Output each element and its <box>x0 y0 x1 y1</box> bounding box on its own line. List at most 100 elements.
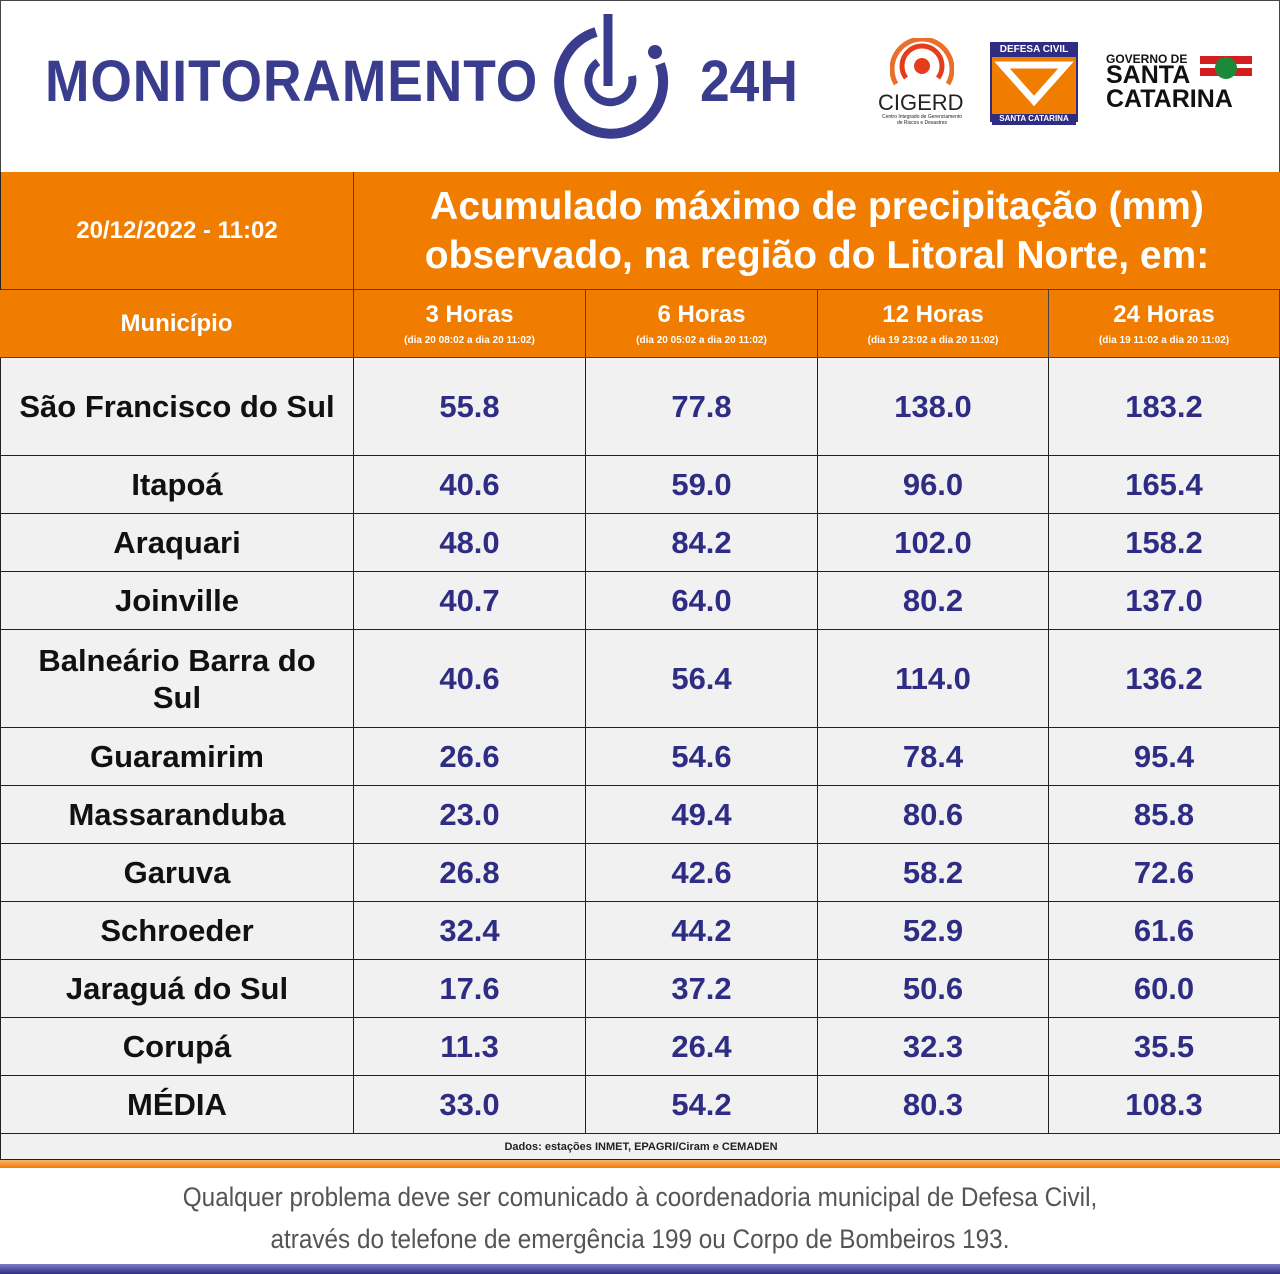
cell-value: 26.6 <box>439 738 500 774</box>
cell-value: 11.3 <box>440 1028 499 1064</box>
table-cell: Jaraguá do Sul <box>1 960 354 1018</box>
cell-value: 23.0 <box>439 796 500 832</box>
table-cell: 58.2 <box>818 844 1049 902</box>
municipality: Jaraguá do Sul <box>65 971 289 1006</box>
column-header: 3 Horas (dia 20 08:02 a dia 20 11:02) <box>354 290 586 358</box>
table-cell: 85.8 <box>1049 786 1280 844</box>
cigerd-sub: Centro Integrado de Gerenciamento de Ris… <box>881 114 963 126</box>
municipality: Garuva <box>123 855 231 890</box>
table-cell: 42.6 <box>586 844 818 902</box>
gov-flag <box>1200 56 1252 79</box>
table-cell: 40.6 <box>354 630 586 728</box>
cell-value: 42.6 <box>671 854 732 890</box>
municipality: Massaranduba <box>68 797 286 832</box>
table-cell: 77.8 <box>586 358 818 456</box>
table-cell: 26.8 <box>354 844 586 902</box>
column-header: Município <box>0 290 354 358</box>
table-cell: 23.0 <box>354 786 586 844</box>
table-cell: 136.2 <box>1049 630 1280 728</box>
datetime-cell: 20/12/2022 - 11:02 <box>1 172 354 290</box>
cell-value: 84.2 <box>671 524 732 560</box>
table-cell: 11.3 <box>354 1018 586 1076</box>
column-sub: (dia 20 05:02 a dia 20 11:02) <box>636 335 767 346</box>
cell-value: 85.8 <box>1133 796 1195 832</box>
table-cell: 56.4 <box>586 630 818 728</box>
source-cell: Dados: estações INMET, EPAGRI/Ciram e CE… <box>1 1134 1280 1160</box>
source: Dados: estações INMET, EPAGRI/Ciram e CE… <box>504 1140 778 1153</box>
cell-value: 165.4 <box>1125 466 1203 502</box>
table-cell: 35.5 <box>1049 1018 1280 1076</box>
datetime: 20/12/2022 - 11:02 <box>76 216 278 244</box>
municipality: Balneário Barra do Sul <box>38 642 316 715</box>
table-cell: 17.6 <box>354 960 586 1018</box>
cell-value: 17.6 <box>439 970 500 1006</box>
cell-value: 52.9 <box>902 912 964 948</box>
column-label: Município <box>120 309 233 337</box>
column-sub: (dia 19 23:02 a dia 20 11:02) <box>867 335 999 346</box>
table-cell: 54.6 <box>586 728 818 786</box>
municipality: Schroeder <box>100 913 254 948</box>
table-cell: Guaramirim <box>1 728 354 786</box>
cell-value: 137.0 <box>1125 582 1203 618</box>
cell-value: 54.6 <box>671 738 732 774</box>
cell-value: 44.2 <box>671 912 732 948</box>
gov-line1: SANTA <box>1106 61 1191 89</box>
table-cell: 32.4 <box>354 902 586 960</box>
cell-value: 78.4 <box>902 738 964 774</box>
table-cell: 52.9 <box>818 902 1049 960</box>
cell-value: 40.7 <box>439 582 500 618</box>
cell-value: 183.2 <box>1125 388 1203 424</box>
table-title-line: observado, na região do Litoral Norte, e… <box>424 233 1210 277</box>
gov-top: GOVERNO DE <box>1106 52 1188 66</box>
table-cell: 26.4 <box>586 1018 818 1076</box>
table-title-line: Acumulado máximo de precipitação (mm) <box>430 184 1204 228</box>
table-cell: Itapoá <box>1 456 354 514</box>
title-cell: Acumulado máximo de precipitação (mm) obs… <box>354 172 1280 290</box>
municipality: Araquari <box>113 525 241 560</box>
cell-value: 64.0 <box>671 582 732 618</box>
table-cell: 96.0 <box>818 456 1049 514</box>
brand-suffix: 24H <box>700 49 798 114</box>
table-cell: 32.3 <box>818 1018 1049 1076</box>
cell-value: 72.6 <box>1133 854 1195 890</box>
table-cell: 80.6 <box>818 786 1049 844</box>
footer-line: através do telefone de emergência 199 ou… <box>270 1224 1010 1254</box>
cell-value: 95.4 <box>1133 738 1195 774</box>
table-cell: 158.2 <box>1049 514 1280 572</box>
cell-value: 48.0 <box>439 524 500 560</box>
cell-value: 80.3 <box>902 1086 964 1122</box>
cigerd-label: CIGERD <box>878 90 964 115</box>
table-cell: Massaranduba <box>1 786 354 844</box>
defesa-icon <box>994 61 1074 107</box>
cell-value: 60.0 <box>1133 970 1195 1006</box>
table-cell: 78.4 <box>818 728 1049 786</box>
table-cell: MÉDIA <box>1 1076 354 1134</box>
column-label: 6 Horas <box>657 301 746 328</box>
column-header: 12 Horas (dia 19 23:02 a dia 20 11:02) <box>818 290 1049 358</box>
table-cell: Araquari <box>1 514 354 572</box>
table-cell: 37.2 <box>586 960 818 1018</box>
cell-value: 32.3 <box>902 1028 964 1064</box>
brand-title: MONITORAMENTO <box>45 49 539 114</box>
column-header: 6 Horas (dia 20 05:02 a dia 20 11:02) <box>586 290 818 358</box>
table-cell: 50.6 <box>818 960 1049 1018</box>
table-cell: 40.6 <box>354 456 586 514</box>
table-cell: 95.4 <box>1049 728 1280 786</box>
table-cell: 44.2 <box>586 902 818 960</box>
table-cell: 48.0 <box>354 514 586 572</box>
table-cell: 108.3 <box>1049 1076 1280 1134</box>
data-table: 20/12/2022 - 11:02 Acumulado máximo de pr… <box>0 172 1280 1162</box>
cell-value: 50.6 <box>902 970 964 1006</box>
gov-line2: CATARINA <box>1106 85 1233 113</box>
cell-value: 35.5 <box>1133 1028 1195 1064</box>
table-cell: 54.2 <box>586 1076 818 1134</box>
cell-value: 26.8 <box>439 854 500 890</box>
table-cell: Corupá <box>1 1018 354 1076</box>
brand-icon <box>554 14 669 139</box>
table-cell: 64.0 <box>586 572 818 630</box>
table-cell: 72.6 <box>1049 844 1280 902</box>
cell-value: 61.6 <box>1133 912 1195 948</box>
cell-value: 158.2 <box>1125 524 1203 560</box>
table-cell: 40.7 <box>354 572 586 630</box>
